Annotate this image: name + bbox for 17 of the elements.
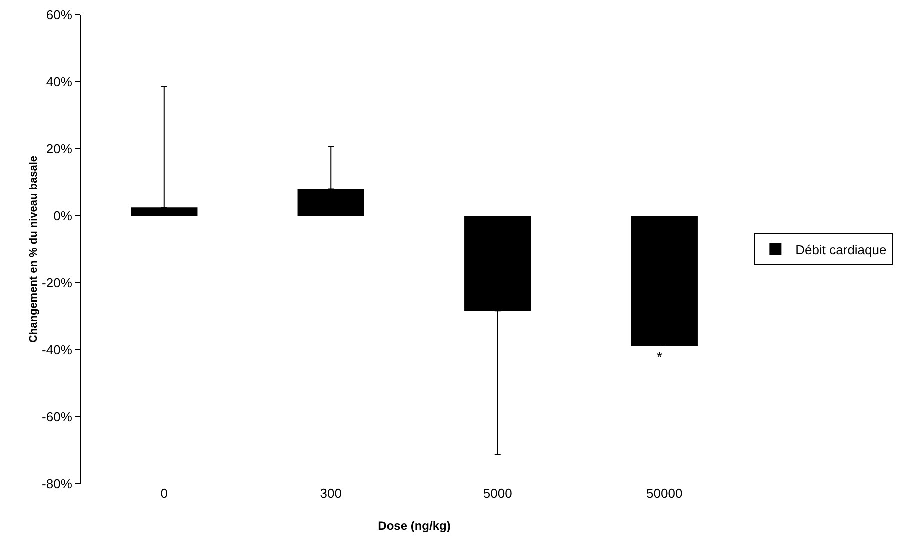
y-tick-label: 60% [46,8,73,23]
y-tick-label: 40% [46,74,73,90]
x-tick-label: 300 [320,486,342,501]
y-tick-label: -40% [42,342,73,358]
legend-label: Débit cardiaque [796,242,887,258]
annotation: * [657,349,663,365]
y-tick-label: -20% [42,276,73,291]
x-axis-title: Dose (ng/kg) [378,519,451,533]
y-axis-title: Changement en % du niveau basale [28,156,40,344]
x-tick-label: 50000 [646,486,683,501]
x-tick-label: 0 [160,486,168,501]
y-tick-label: -60% [42,410,73,425]
y-tick-label: -80% [42,476,73,492]
y-tick-label: 0% [54,208,73,224]
bar [631,216,698,346]
x-tick-label: 5000 [483,486,512,501]
y-tick-label: 20% [46,142,73,157]
